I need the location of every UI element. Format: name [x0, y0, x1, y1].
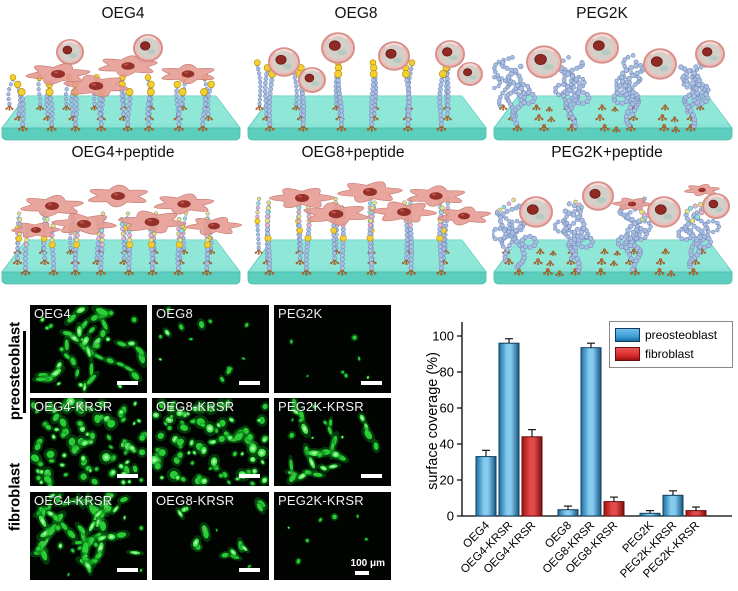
micro-image — [152, 305, 269, 393]
micro-panel-preosteoblast-oeg4: OEG4 — [30, 305, 147, 393]
scale-bar — [355, 571, 369, 575]
scale-bar — [117, 381, 138, 385]
scale-bar-text: 100 μm — [350, 558, 385, 569]
svg-text:0: 0 — [447, 509, 454, 524]
micro-image — [30, 305, 147, 393]
panel-title-oeg8: OEG8 — [334, 5, 378, 22]
illustration-peg2k-peptide-brush — [492, 181, 733, 285]
chart-legend: preosteoblast fibroblast — [609, 321, 733, 368]
illustration-peg2k-brush — [492, 32, 733, 141]
illustration-oeg8-peptide-brush — [247, 181, 491, 285]
micro-panel-preosteoblast-peg2k: PEG2K — [274, 305, 391, 393]
legend-label: fibroblast — [645, 346, 694, 361]
micro-image — [274, 398, 391, 486]
panel-title-peg2k: PEG2K — [576, 5, 628, 22]
micro-image — [30, 492, 147, 580]
micro-label: OEG8-KRSR — [156, 493, 235, 508]
micro-panel-preosteoblast-peg2k-krsr: PEG2K-KRSR — [274, 398, 391, 486]
scale-bar — [117, 568, 138, 572]
scale-bar — [239, 474, 260, 478]
legend-swatch-fibroblast — [615, 346, 640, 361]
panel-title-oeg8-peptide: OEG8+peptide — [301, 144, 405, 161]
svg-text:20: 20 — [440, 473, 454, 488]
micro-image — [30, 398, 147, 486]
micro-panel-fibroblast-peg2k-krsr: PEG2K-KRSR 100 μm — [274, 492, 391, 580]
micro-image — [274, 492, 391, 580]
micro-label: OEG8 — [156, 306, 193, 321]
scale-bar — [361, 474, 382, 478]
legend-row-fibroblast: fibroblast — [615, 344, 727, 363]
panel-title-oeg4-peptide: OEG4+peptide — [71, 144, 175, 161]
scale-bar — [239, 568, 260, 572]
micro-label: OEG4-KRSR — [34, 399, 113, 414]
micro-label: PEG2K-KRSR — [278, 493, 364, 508]
micro-label: PEG2K-KRSR — [278, 399, 364, 414]
scale-bar — [117, 474, 138, 478]
micro-label: OEG4-KRSR — [34, 493, 113, 508]
micro-panel-preosteoblast-oeg4-krsr: OEG4-KRSR — [30, 398, 147, 486]
micro-label: OEG8-KRSR — [156, 399, 235, 414]
micro-image — [274, 305, 391, 393]
micro-image — [152, 492, 269, 580]
micro-label: OEG4 — [34, 306, 71, 321]
panel-title-peg2k-peptide: PEG2K+peptide — [551, 144, 663, 161]
legend-swatch-preosteoblast — [615, 327, 640, 342]
scale-bar — [361, 381, 382, 385]
scale-bar — [239, 381, 260, 385]
illustration-oeg4-brush — [1, 34, 241, 141]
illustration-oeg4-peptide-brush — [1, 184, 242, 285]
micro-image — [152, 398, 269, 486]
micro-panel-fibroblast-oeg4-krsr: OEG4-KRSR — [30, 492, 147, 580]
micro-panel-fibroblast-oeg8-krsr: OEG8-KRSR — [152, 492, 269, 580]
svg-text:60: 60 — [440, 401, 454, 416]
svg-text:80: 80 — [440, 365, 454, 380]
panel-title-oeg4: OEG4 — [101, 5, 145, 22]
svg-text:40: 40 — [440, 437, 454, 452]
legend-label: preosteoblast — [645, 327, 718, 342]
legend-row-preosteoblast: preosteoblast — [615, 325, 727, 344]
micro-panel-preosteoblast-oeg8: OEG8 — [152, 305, 269, 393]
preosteoblast-span-line — [23, 331, 26, 413]
illustration-oeg8-brush — [247, 32, 487, 141]
micro-panel-preosteoblast-oeg8-krsr: OEG8-KRSR — [152, 398, 269, 486]
micro-label: PEG2K — [278, 306, 323, 321]
svg-text:100: 100 — [432, 329, 454, 344]
